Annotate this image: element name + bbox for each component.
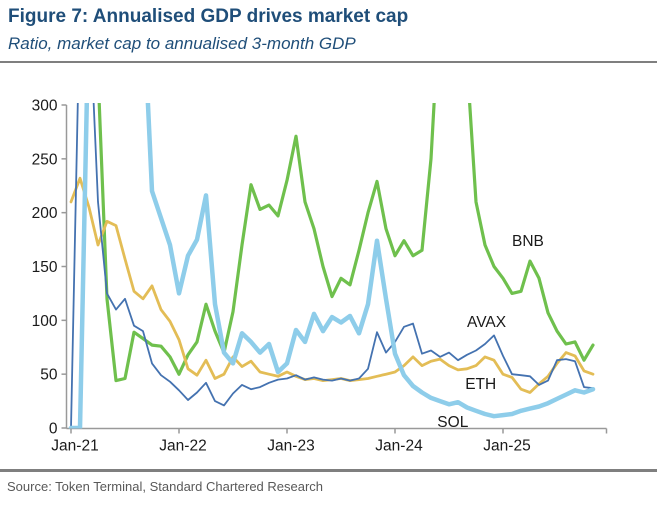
y-tick-label: 0 — [49, 421, 58, 438]
figure-subtitle: Ratio, market cap to annualised 3-month … — [8, 34, 356, 53]
series-label-sol: SOL — [437, 414, 468, 431]
line-chart: 0 50 100 150 200 250 300 Jan-21 Jan-22 Jan-23 Jan-… — [0, 70, 657, 462]
footer-rule — [0, 469, 657, 472]
x-tick-label: Jan-22 — [159, 438, 206, 455]
header-rule — [0, 61, 657, 63]
y-tick-label: 50 — [40, 367, 58, 384]
series-label-avax: AVAX — [467, 314, 507, 331]
x-tick-label: Jan-25 — [483, 438, 530, 455]
series-label-eth: ETH — [465, 376, 496, 393]
y-tick-label: 100 — [32, 313, 58, 330]
series-line-eth — [69, 176, 595, 394]
source-text: Source: Token Terminal, Standard Charter… — [7, 479, 324, 494]
y-tick-label: 200 — [32, 205, 58, 222]
series-label-bnb: BNB — [512, 233, 544, 250]
y-tick-label: 150 — [32, 259, 58, 276]
line-chart-canvas: 0 50 100 150 200 250 300 Jan-21 Jan-22 Jan-23 Jan-… — [32, 98, 608, 455]
x-tick-label: Jan-24 — [375, 438, 423, 455]
x-tick-label: Jan-21 — [51, 438, 98, 455]
y-tick-label: 250 — [32, 151, 58, 168]
series-line-bnb — [97, 103, 595, 383]
y-tick-label: 300 — [32, 98, 58, 115]
x-tick-label: Jan-23 — [267, 438, 314, 455]
series-line-avax — [70, 103, 594, 429]
series-line-sol — [68, 103, 596, 429]
figure-title: Figure 7: Annualised GDP drives market c… — [8, 6, 409, 27]
